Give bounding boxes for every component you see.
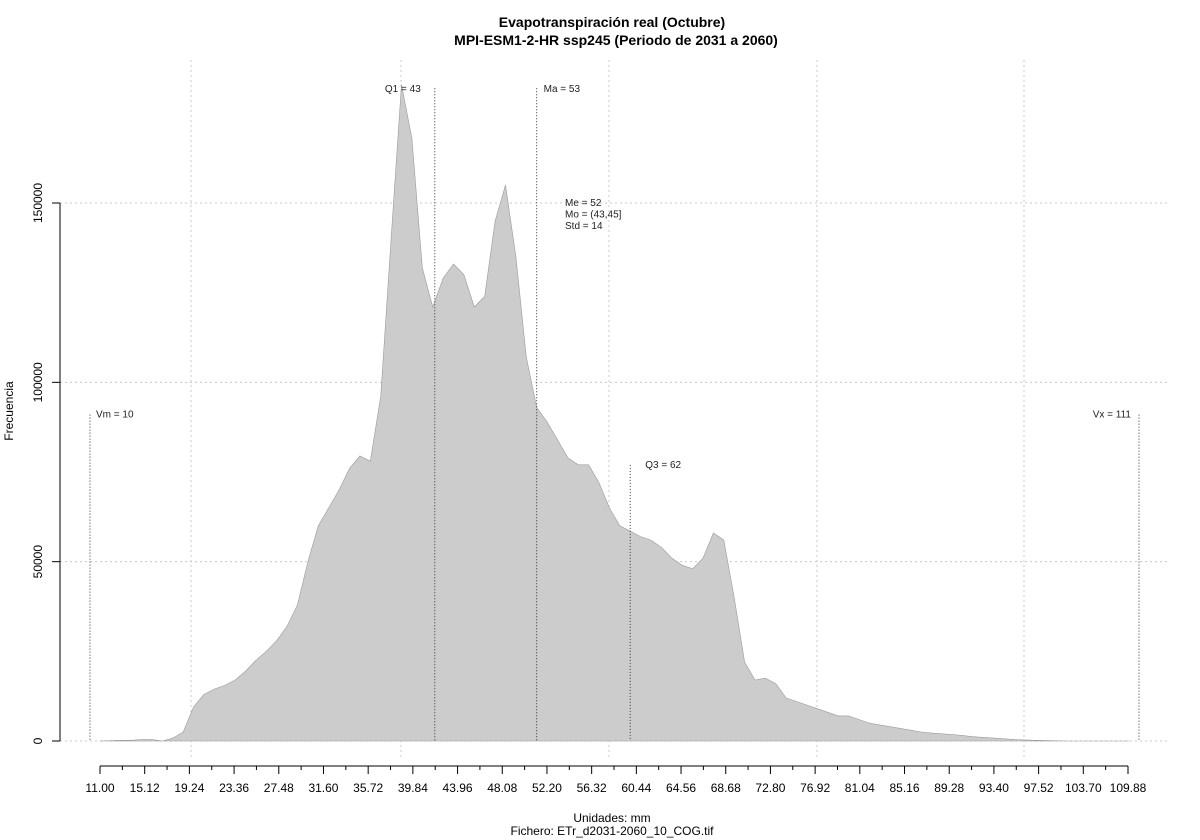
- y-tick-label: 100000: [31, 362, 45, 402]
- x-tick-label: 15.12: [130, 781, 160, 795]
- stats-label: Mo = (43,45]: [565, 210, 622, 221]
- chart-caption: Fichero: ETr_d2031-2060_10_COG.tif: [511, 824, 715, 838]
- x-axis-label: Unidades: mm: [573, 811, 650, 825]
- x-tick-label: 39.84: [398, 781, 428, 795]
- x-tick-label: 31.60: [308, 781, 338, 795]
- annotation-label: Vm = 10: [96, 410, 134, 421]
- x-tick-label: 60.44: [621, 781, 651, 795]
- x-tick-label: 27.48: [264, 781, 294, 795]
- annotation-label: Q3 = 62: [645, 460, 681, 471]
- x-tick-label: 76.92: [800, 781, 830, 795]
- x-tick-label: 64.56: [666, 781, 696, 795]
- annotation-label: Ma = 53: [544, 84, 581, 95]
- x-tick-label: 35.72: [353, 781, 383, 795]
- x-tick-label: 97.52: [1024, 781, 1054, 795]
- x-tick-label: 11.00: [85, 781, 114, 795]
- y-tick-label: 0: [31, 737, 45, 744]
- x-tick-label: 93.40: [979, 781, 1009, 795]
- chart-title: Evapotranspiración real (Octubre): [499, 14, 725, 30]
- stats-label: Me = 52: [565, 198, 602, 209]
- x-tick-label: 43.96: [443, 781, 473, 795]
- x-tick-label: 52.20: [532, 781, 562, 795]
- x-tick-label: 89.28: [934, 781, 964, 795]
- plot-layer: 0 50000 100000 150000 11.00 15.12 19.24 23.36 27…: [31, 60, 1170, 795]
- x-tick-label: 85.16: [890, 781, 920, 795]
- chart-subtitle: MPI-ESM1-2-HR ssp245 (Periodo de 2031 a …: [454, 32, 778, 48]
- x-tick-label: 68.68: [711, 781, 741, 795]
- y-axis-label: Frecuencia: [2, 381, 16, 441]
- x-tick-label: 109.88: [1110, 781, 1147, 795]
- x-tick-label: 48.08: [487, 781, 517, 795]
- stats-label: Std = 14: [565, 221, 603, 232]
- annotation-label: Vx = 111: [1093, 410, 1132, 421]
- x-tick-label: 103.70: [1065, 781, 1102, 795]
- x-tick-label: 81.04: [845, 781, 875, 795]
- series-area: [99, 84, 1130, 742]
- x-tick-label: 56.32: [577, 781, 607, 795]
- x-tick-label: 19.24: [174, 781, 204, 795]
- x-tick-label: 23.36: [219, 781, 249, 795]
- y-tick-label: 50000: [31, 545, 45, 579]
- y-tick-label: 150000: [31, 183, 45, 223]
- annotation-label: Q1 = 43: [385, 84, 421, 95]
- x-tick-label: 72.80: [755, 781, 785, 795]
